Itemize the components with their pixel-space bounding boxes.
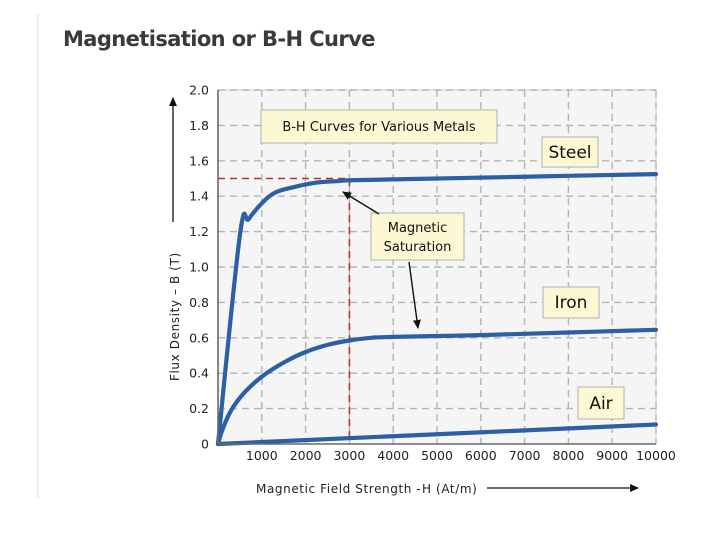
series-label-box-iron [542,286,600,319]
y-tick-label: 1.0 [189,260,209,275]
x-tick-label: 3000 [333,448,365,463]
series-label-box-steel [541,136,599,168]
series-label-air: Air [589,394,612,414]
x-tick-label: 9000 [596,448,628,463]
series-label-steel: Steel [548,143,591,163]
series-label-iron: Iron [555,293,588,313]
y-tick-label: 1.6 [189,153,209,168]
x-tick-label: 8000 [552,448,584,463]
chart-title: B-H Curves for Various Metals [282,120,476,135]
y-tick-label: 1.4 [189,189,209,204]
x-tick-label: 6000 [465,448,497,463]
chart-title-box [260,109,498,144]
y-axis-label: Flux Density – B (T) [168,252,182,381]
iron-saturation-pointer-arrow [408,261,421,329]
series-line-steel [215,172,659,447]
x-tick-label: 5000 [421,448,453,463]
series-line-iron [215,327,659,447]
x-tick-label: 7000 [509,448,541,463]
series-line-air [215,422,659,447]
saturation-callout-box [370,212,465,261]
y-tick-label: 0.2 [189,401,209,416]
y-tick-label: 0.6 [189,330,209,345]
x-tick-label: 4000 [377,448,409,463]
series-label-box-air [577,386,625,420]
x-tick-label: 2000 [290,448,322,463]
y-tick-label: 0 [201,437,209,452]
y-tick-label: 1.8 [189,118,209,133]
steel-saturation-pointer-arrow [342,191,380,215]
y-tick-label: 0.8 [189,295,209,310]
x-axis-label: Magnetic Field Strength - [256,482,421,496]
x-tick-label: 10000 [636,448,676,463]
saturation-callout-line2: Saturation [384,240,452,255]
y-tick-label: 2.0 [189,83,209,98]
x-axis-unit: H (At/m) [422,482,477,496]
content-left-rule [37,14,39,498]
y-tick-label: 0.4 [189,366,209,381]
page-title: Magnetisation or B-H Curve [63,27,375,51]
y-tick-label: 1.2 [189,224,209,239]
x-tick-label: 1000 [246,448,278,463]
saturation-callout-line1: Magnetic [388,221,448,236]
